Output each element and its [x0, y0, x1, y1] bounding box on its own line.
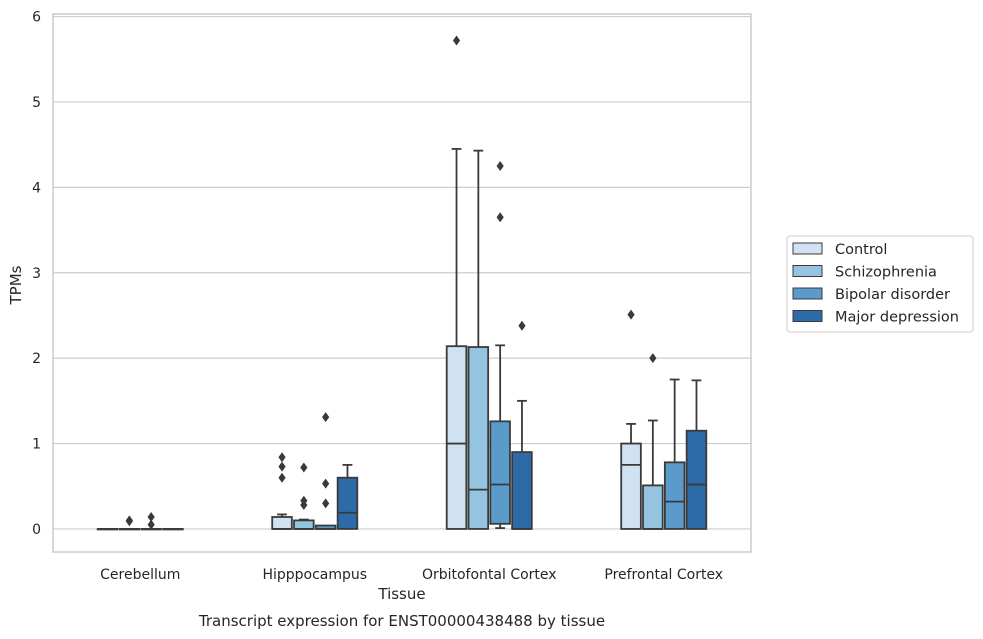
- box-body: [511, 451, 533, 530]
- outlier-point: [125, 515, 133, 526]
- y-tick-label: 6: [32, 10, 41, 26]
- box-control: [271, 452, 293, 530]
- legend-swatch: [792, 265, 823, 277]
- box-body: [271, 516, 293, 530]
- legend-label: Bipolar disorder: [835, 287, 950, 303]
- outlier-point: [147, 511, 155, 522]
- y-tick-label: 5: [32, 95, 41, 111]
- legend-swatch: [792, 287, 823, 300]
- box-schizophrenia: [293, 462, 315, 530]
- box-bipolar-disorder: [314, 412, 337, 530]
- outlier-point: [518, 320, 526, 331]
- chart-title: Transcript expression for ENST0000043848…: [198, 612, 605, 630]
- outlier-point: [322, 478, 330, 489]
- y-tick-label: 4: [32, 180, 41, 196]
- x-tick-label: Prefrontal Cortex: [604, 567, 723, 583]
- y-tick-label: 2: [32, 351, 41, 367]
- box-control: [445, 35, 468, 530]
- box-major-depression: [511, 320, 533, 530]
- box-body: [293, 519, 315, 530]
- legend-label: Control: [835, 242, 887, 258]
- y-tick-label: 3: [32, 266, 41, 282]
- outlier-point: [649, 353, 657, 364]
- legend-frame: [786, 235, 974, 333]
- box-body: [620, 442, 642, 530]
- outlier-point: [322, 412, 330, 423]
- legend-swatch: [792, 242, 823, 255]
- box-control: [96, 528, 119, 531]
- outlier-point: [278, 461, 286, 472]
- box-body: [445, 345, 468, 530]
- box-plots: [96, 35, 708, 531]
- y-tick-label: 0: [32, 522, 41, 538]
- box-body: [336, 476, 359, 530]
- box-bipolar-disorder: [140, 511, 162, 531]
- x-axis-label: Tissue: [377, 585, 425, 603]
- y-axis: 0 1 2 3 4 5 6: [32, 10, 41, 538]
- box-major-depression: [162, 528, 184, 531]
- box-major-depression: [336, 463, 359, 530]
- legend: Control Schizophrenia Bipolar disorder Majo…: [786, 235, 974, 333]
- box-bipolar-disorder: [489, 161, 511, 529]
- outlier-point: [322, 498, 330, 509]
- legend-swatch: [792, 310, 823, 322]
- y-axis-label: TPMs: [7, 265, 25, 305]
- box-body: [663, 461, 686, 530]
- box-body: [467, 346, 490, 530]
- box-control: [620, 309, 642, 530]
- outlier-point: [300, 462, 308, 473]
- x-tick-label: Orbitofontal Cortex: [422, 567, 557, 583]
- box-schizophrenia: [118, 515, 141, 531]
- box-major-depression: [685, 379, 708, 530]
- outlier-point: [147, 519, 155, 530]
- x-tick-label: Cerebellum: [100, 567, 180, 583]
- x-tick-label: Hipppocampus: [262, 567, 367, 583]
- outlier-point: [278, 452, 286, 463]
- grid-lines: [53, 15, 751, 530]
- box-bipolar-disorder: [663, 378, 686, 530]
- outlier-point: [278, 472, 286, 483]
- y-tick-label: 1: [32, 437, 41, 453]
- outlier-point: [452, 35, 461, 46]
- box-schizophrenia: [467, 149, 490, 530]
- box-body: [489, 420, 511, 525]
- outlier-point: [496, 212, 504, 223]
- outlier-point: [627, 309, 635, 320]
- box-body: [642, 484, 664, 530]
- box-schizophrenia: [642, 353, 664, 530]
- x-axis: Cerebellum Hipppocampus Orbitofontal Corte…: [100, 567, 723, 583]
- box-body: [685, 429, 708, 530]
- outlier-point: [496, 161, 504, 172]
- legend-label: Schizophrenia: [835, 265, 937, 281]
- legend-label: Major depression: [835, 310, 959, 326]
- plot-frame: [52, 13, 752, 553]
- outlier-point: [300, 495, 308, 506]
